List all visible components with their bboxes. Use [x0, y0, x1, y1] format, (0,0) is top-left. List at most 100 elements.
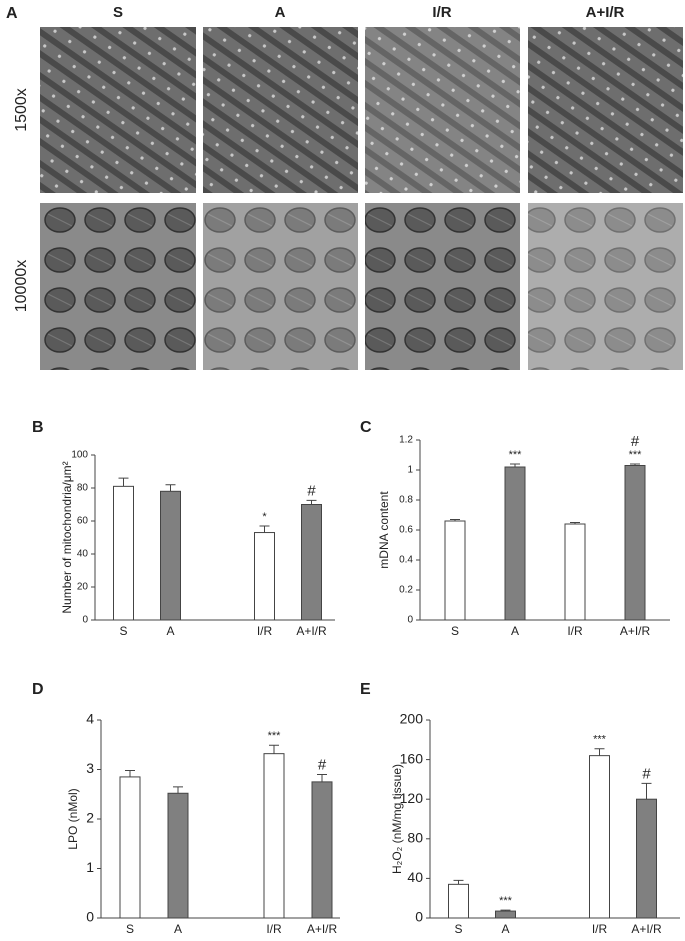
- column-heading: I/R: [432, 4, 451, 21]
- micrograph: [365, 203, 520, 370]
- y-axis-title: mDNA content: [377, 491, 391, 569]
- significance-label: #: [631, 433, 640, 450]
- micrograph: [365, 27, 520, 193]
- x-tick-label: A: [501, 922, 509, 936]
- y-tick-label: 0.4: [399, 555, 413, 566]
- y-tick-label: 80: [77, 483, 89, 494]
- significance-label: #: [307, 482, 316, 499]
- error-bar: [118, 477, 129, 487]
- significance-label: ***: [499, 895, 513, 907]
- error-bar: [165, 484, 176, 492]
- x-tick-label: S: [126, 922, 134, 936]
- error-bar: [306, 499, 317, 505]
- bar: [564, 523, 586, 621]
- significance-label: ***: [268, 730, 282, 742]
- micrograph-grid: [40, 27, 683, 370]
- x-tick-label: I/R: [257, 624, 273, 638]
- bar: [301, 504, 322, 621]
- column-heading: A: [275, 4, 286, 21]
- significance-label: ***: [629, 449, 643, 461]
- panel-label: D: [32, 681, 44, 698]
- y-axis-title: Number of mitochondria/μm²: [60, 461, 74, 613]
- error-bar: [125, 769, 135, 777]
- row-label: 10000x: [13, 260, 30, 313]
- error-bar: [269, 744, 279, 754]
- x-tick-label: I/R: [592, 922, 608, 936]
- bar: [589, 755, 610, 919]
- bar: [254, 532, 275, 621]
- y-tick-label: 100: [71, 450, 88, 461]
- y-tick-label: 60: [77, 516, 89, 527]
- y-tick-label: 0: [86, 909, 94, 925]
- bar: [495, 910, 516, 919]
- micrograph: [528, 203, 683, 370]
- error-bar: [630, 463, 640, 466]
- x-tick-label: A+I/R: [620, 624, 651, 638]
- x-tick-label: A: [174, 922, 182, 936]
- bar: [119, 776, 141, 919]
- significance-label: *: [262, 511, 267, 523]
- error-bar: [259, 525, 270, 533]
- x-tick-label: A+I/R: [631, 922, 662, 936]
- x-tick-label: S: [119, 624, 127, 638]
- panel-label: B: [32, 419, 44, 436]
- y-tick-label: 160: [400, 750, 424, 766]
- significance-label: ***: [509, 449, 523, 461]
- panel-label: E: [360, 681, 371, 698]
- bar: [160, 490, 181, 621]
- y-tick-label: 0: [82, 615, 88, 626]
- x-tick-label: I/R: [266, 922, 282, 936]
- row-label: 1500x: [13, 88, 30, 132]
- y-tick-label: 1: [407, 465, 413, 476]
- y-tick-label: 0: [415, 909, 423, 925]
- error-bar: [500, 909, 511, 912]
- y-tick-label: 2: [86, 810, 94, 826]
- y-tick-label: 40: [77, 549, 89, 560]
- column-heading: A+I/R: [586, 4, 625, 21]
- x-tick-label: A: [511, 624, 519, 638]
- significance-label: ***: [593, 734, 607, 746]
- bar: [263, 753, 285, 919]
- x-tick-label: S: [454, 922, 462, 936]
- y-tick-label: 200: [400, 711, 424, 727]
- significance-label: #: [318, 756, 327, 773]
- error-bar: [594, 748, 605, 756]
- error-bar: [570, 522, 580, 524]
- column-heading: S: [113, 4, 123, 21]
- bar: [444, 520, 466, 621]
- panel-label: A: [6, 5, 18, 22]
- bar: [504, 466, 526, 621]
- bar: [624, 465, 646, 621]
- bar: [636, 798, 657, 919]
- bar: [167, 792, 189, 919]
- micrograph: [528, 27, 683, 193]
- panel-label: C: [360, 419, 372, 436]
- error-bar: [641, 782, 652, 800]
- x-tick-label: S: [451, 624, 459, 638]
- y-tick-label: 120: [400, 790, 424, 806]
- x-tick-label: A+I/R: [307, 922, 338, 936]
- y-tick-label: 1.2: [399, 435, 413, 446]
- y-axis-title: H₂O₂ (nM/mg tissue): [390, 764, 404, 874]
- significance-label: #: [642, 765, 651, 782]
- y-tick-label: 0.8: [399, 495, 413, 506]
- y-tick-label: 0.6: [399, 525, 413, 536]
- error-bar: [450, 519, 460, 521]
- error-bar: [173, 786, 183, 794]
- micrograph: [203, 27, 358, 193]
- y-tick-label: 0: [407, 615, 413, 626]
- bar: [113, 485, 134, 621]
- bar: [448, 883, 469, 919]
- y-axis-title: LPO (nMol): [66, 788, 80, 849]
- error-bar: [317, 773, 327, 782]
- bar: [311, 781, 333, 919]
- micrograph: [203, 203, 358, 370]
- y-tick-label: 4: [86, 711, 94, 727]
- x-tick-label: I/R: [567, 624, 583, 638]
- y-tick-label: 3: [86, 760, 94, 776]
- error-bar: [453, 879, 464, 885]
- y-tick-label: 40: [407, 869, 423, 885]
- error-bar: [510, 463, 520, 467]
- y-tick-label: 80: [407, 830, 423, 846]
